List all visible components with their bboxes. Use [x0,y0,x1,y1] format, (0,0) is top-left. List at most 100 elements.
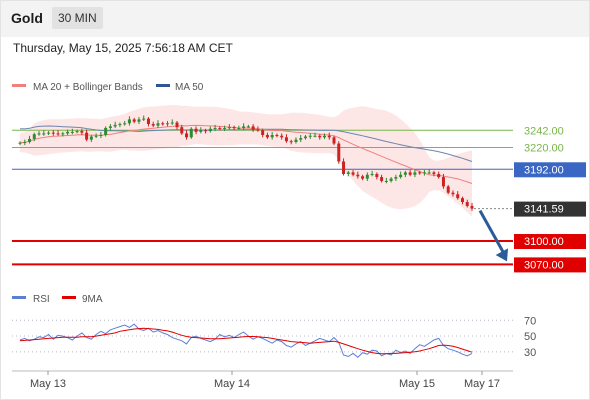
candle-body [446,186,450,193]
candle-body [389,178,393,181]
rsi-legend-label: RSI [33,294,50,305]
candle-body [294,139,298,142]
rsi-ma-legend-swatch [62,296,76,299]
candle-body [232,127,236,129]
candle-body [85,132,89,140]
candle-body [108,126,112,128]
candle-body [23,142,27,143]
candle-body [351,172,355,175]
candle-body [370,173,374,175]
candle-body [18,142,22,144]
bollinger-band [20,105,472,217]
rsi-tick-label-70: 70 [524,315,536,327]
candle-body [94,135,98,137]
x-tick-label: May 15 [399,378,435,390]
candle-body [127,119,131,124]
ma50-line [19,125,473,162]
candle-body [204,130,208,132]
level-label-3242-00: 3242.00 [524,125,564,137]
candle-body [151,124,155,126]
candle-body [323,135,327,138]
candle-body [437,173,441,178]
candle-body [256,129,260,131]
candle-body [89,136,93,140]
x-tick-label: May 13 [30,378,66,390]
rsi-tick-label-30: 30 [524,347,536,359]
header-bar: Gold 30 MIN [0,0,590,37]
candle-body [37,133,41,135]
candle-body [80,131,84,133]
candle-body [403,172,407,175]
candle-body [384,180,388,182]
level-label-3070-00: 3070.00 [524,259,564,271]
timeframe-selector[interactable]: 30 MIN [52,7,103,29]
candle-body [299,138,303,140]
candle-body [47,132,51,134]
rsi-ma-legend-label: 9MA [82,294,103,305]
candle-body [56,133,60,135]
current-price-label: 3141.59 [524,204,564,216]
candle-body [165,123,169,125]
candle-body [42,133,46,135]
candle-body [470,205,474,209]
level-label-3192-00: 3192.00 [524,164,564,176]
rsi-tick-label-50: 50 [524,331,536,343]
ma20-legend-label: MA 20 + Bollinger Bands [33,82,143,93]
candle-body [275,134,279,136]
forecast-arrow-head [495,248,509,262]
x-tick-label: May 17 [464,378,500,390]
candle-body [28,138,32,142]
candle-body [261,130,265,135]
level-tag-3070-00 [514,257,586,273]
x-tick-label: May 14 [214,378,250,390]
candle-body [365,174,369,179]
candle-body [185,133,189,138]
candle-body [161,123,165,125]
current-price-tag [514,201,586,217]
candle-body [146,118,150,125]
candle-body [251,126,255,130]
candle-body [346,172,350,174]
candle-body [337,143,341,162]
level-tag-3192-00 [514,162,586,178]
candle-body [227,127,231,129]
level-label-3100-00: 3100.00 [524,236,564,248]
candle-body [237,127,241,129]
candle-body [418,172,422,174]
chart-datetime: Thursday, May 15, 2025 7:56:18 AM CET [13,41,233,55]
candle-body [408,172,412,175]
rsi-line [19,323,473,358]
candle-body [308,135,312,137]
candle-body [332,137,336,144]
candle-body [194,128,198,132]
candle-body [132,119,136,122]
candle-body [380,177,384,181]
candle-body [32,134,36,139]
candle-body [342,161,346,174]
rsi-ma-line [19,327,473,355]
candle-body [213,127,217,129]
candle-body [75,131,79,133]
candle-body [189,128,193,138]
candle-body [61,133,65,135]
candle-body [460,198,464,203]
candle-body [175,122,179,128]
candle-body [318,135,322,138]
forecast-arrow-shaft [478,209,507,257]
candle-body [289,141,293,143]
candle-body [51,132,55,134]
candle-body [451,192,455,195]
candle-body [303,136,307,139]
candle-body [137,119,141,122]
candle-body [356,174,360,177]
candle-body [270,134,274,138]
candle-body [123,123,127,125]
candle-body [99,134,103,136]
candle-body [280,135,284,138]
ma20-line [19,124,473,184]
candle-body [422,172,426,174]
ma20-legend-swatch [12,84,26,87]
candle-body [118,124,122,126]
rsi-legend-swatch [12,296,26,299]
